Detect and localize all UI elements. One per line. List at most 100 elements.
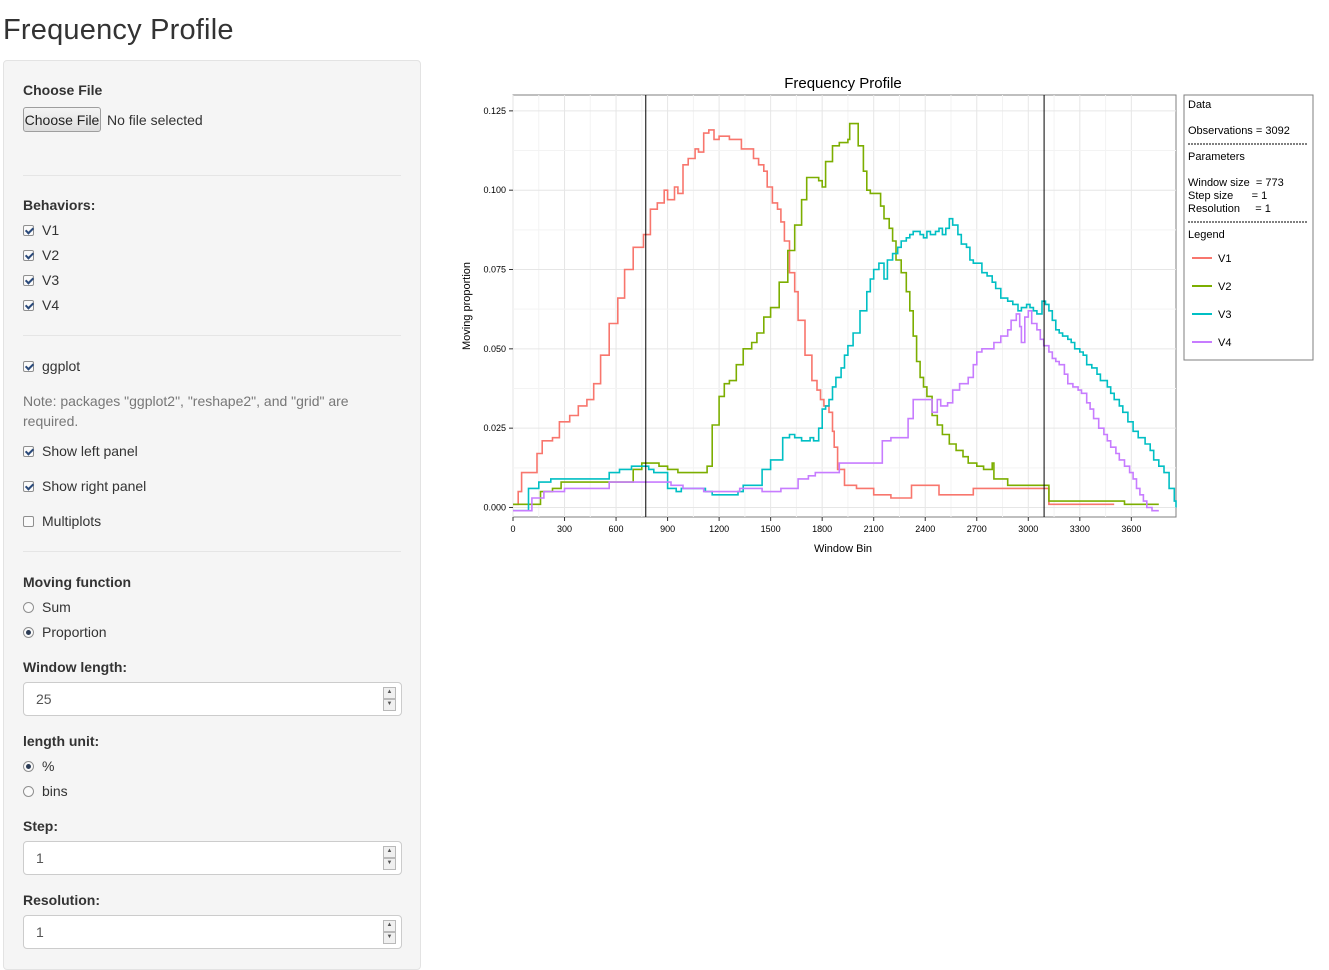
series-line-v4 <box>513 310 1159 512</box>
step-input[interactable]: 1 ▲ ▼ <box>23 841 402 875</box>
resolution-value: 1 <box>36 924 44 940</box>
checkbox-box[interactable] <box>23 299 34 311</box>
spin-up-icon[interactable]: ▲ <box>383 846 396 858</box>
axes: 0 300 600 900 1200 1500 1800 2100 2400 2700 3000 33… <box>483 106 1141 534</box>
checkbox-box[interactable] <box>23 360 34 372</box>
y-tick-label: 0.125 <box>483 106 506 116</box>
window-length-label: Window length: <box>23 659 128 675</box>
checkbox-label: V4 <box>42 297 60 313</box>
legend: V1 V2 V3 V4 <box>1192 253 1231 349</box>
y-tick-label: 0.075 <box>483 265 506 275</box>
step-value: 1 <box>36 850 44 866</box>
x-tick-label: 600 <box>609 524 624 534</box>
moving-sum-radio[interactable]: Sum <box>23 598 71 616</box>
ggplot-checkbox[interactable]: ggplot <box>23 357 80 375</box>
x-tick-label: 3600 <box>1121 524 1141 534</box>
page-title: Frequency Profile <box>3 14 234 46</box>
unit-percent-radio[interactable]: % <box>23 757 54 775</box>
plot-panel <box>512 94 1177 518</box>
window-length-input[interactable]: 25 ▲ ▼ <box>23 682 402 716</box>
length-unit-label: length unit: <box>23 733 100 749</box>
unit-bins-radio[interactable]: bins <box>23 782 68 800</box>
legend-label-v3: V3 <box>1218 309 1231 321</box>
behavior-checkbox-v2[interactable]: V2 <box>23 246 59 264</box>
x-tick-label: 3300 <box>1070 524 1090 534</box>
x-tick-label: 0 <box>510 524 515 534</box>
y-tick-label: 0.050 <box>483 344 506 354</box>
radio-label: % <box>42 758 55 774</box>
x-tick-label: 1500 <box>761 524 781 534</box>
spin-down-icon[interactable]: ▼ <box>383 858 396 870</box>
moving-proportion-radio[interactable]: Proportion <box>23 623 107 641</box>
checkbox-box[interactable] <box>23 274 34 286</box>
behavior-checkbox-v4[interactable]: V4 <box>23 296 59 314</box>
info-window-size: Window size = 773 <box>1188 177 1284 189</box>
info-data-label: Data <box>1188 99 1212 111</box>
legend-label-v2: V2 <box>1218 281 1231 293</box>
moving-function-label: Moving function <box>23 574 132 590</box>
checkbox-box[interactable] <box>23 249 34 261</box>
radio-circle[interactable] <box>23 760 34 772</box>
behavior-checkbox-v3[interactable]: V3 <box>23 271 59 289</box>
checkbox-label: Show left panel <box>42 443 138 459</box>
radio-label: Proportion <box>42 624 107 640</box>
resolution-input[interactable]: 1 ▲ ▼ <box>23 915 402 949</box>
radio-label: bins <box>42 783 68 799</box>
y-tick-label: 0.100 <box>483 185 506 195</box>
legend-label-v4: V4 <box>1218 337 1231 349</box>
resolution-spinner[interactable]: ▲ ▼ <box>383 920 396 944</box>
info-box-frame <box>1183 94 1314 361</box>
radio-circle[interactable] <box>23 626 34 638</box>
checkbox-box[interactable] <box>23 445 34 457</box>
x-tick-label: 2100 <box>864 524 884 534</box>
file-input-label: Choose File <box>23 82 103 98</box>
step-label: Step: <box>23 818 58 834</box>
x-tick-label: 1200 <box>709 524 729 534</box>
info-resolution: Resolution = 1 <box>1188 203 1271 215</box>
checkbox-label: V3 <box>42 272 60 288</box>
checkbox-label: ggplot <box>42 358 81 374</box>
step-spinner[interactable]: ▲ ▼ <box>383 846 396 870</box>
spin-down-icon[interactable]: ▼ <box>383 699 396 711</box>
window-markers <box>645 95 1045 517</box>
checkbox-box[interactable] <box>23 480 34 492</box>
window-length-spinner[interactable]: ▲ ▼ <box>383 687 396 711</box>
series-line-v3 <box>513 217 1177 512</box>
choose-file-button[interactable]: Choose File <box>23 107 101 132</box>
show-right-panel-checkbox[interactable]: Show right panel <box>23 477 146 495</box>
x-tick-label: 3000 <box>1018 524 1038 534</box>
radio-label: Sum <box>42 599 71 615</box>
y-tick-label: 0.025 <box>483 423 506 433</box>
sidebar-panel: Choose File Choose File No file selected… <box>3 60 421 970</box>
radio-circle[interactable] <box>23 601 34 613</box>
checkbox-box[interactable] <box>23 224 34 236</box>
chart-title: Frequency Profile <box>784 75 902 92</box>
spin-down-icon[interactable]: ▼ <box>383 932 396 944</box>
x-tick-label: 2700 <box>967 524 987 534</box>
x-axis-label: Window Bin <box>814 543 872 555</box>
divider <box>23 335 401 336</box>
series-line-v2 <box>513 122 1159 506</box>
checkbox-box[interactable] <box>23 515 34 527</box>
multiplots-checkbox[interactable]: Multiplots <box>23 512 101 530</box>
behavior-checkbox-v1[interactable]: V1 <box>23 221 59 239</box>
series-lines <box>513 122 1177 512</box>
show-left-panel-checkbox[interactable]: Show left panel <box>23 442 138 460</box>
packages-note: Note: packages "ggplot2", "reshape2", an… <box>23 393 349 429</box>
info-step-size: Step size = 1 <box>1188 190 1267 202</box>
info-observations: Observations = 3092 <box>1188 125 1290 137</box>
divider <box>23 551 401 552</box>
x-tick-label: 1800 <box>812 524 832 534</box>
spin-up-icon[interactable]: ▲ <box>383 687 396 699</box>
info-legend-label: Legend <box>1188 229 1225 241</box>
radio-circle[interactable] <box>23 785 34 797</box>
spin-up-icon[interactable]: ▲ <box>383 920 396 932</box>
x-tick-label: 300 <box>557 524 572 534</box>
series-line-v1 <box>513 129 1115 506</box>
checkbox-label: Multiplots <box>42 513 102 529</box>
file-status: No file selected <box>107 112 203 128</box>
y-tick-label: 0.000 <box>483 502 506 512</box>
x-tick-label: 900 <box>660 524 675 534</box>
x-tick-label: 2400 <box>915 524 935 534</box>
checkbox-label: Show right panel <box>42 478 147 494</box>
